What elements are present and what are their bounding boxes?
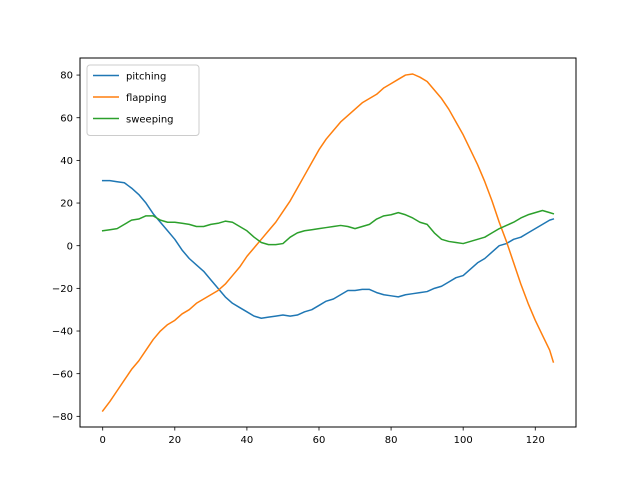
y-tick-label: −60 — [52, 369, 73, 380]
x-axis: 0 20 40 60 80 100 120 — [100, 427, 545, 446]
x-tick-label: 60 — [313, 435, 326, 446]
legend-label-sweeping: sweeping — [126, 114, 174, 125]
series-layer — [101, 73, 555, 413]
series-line-sweeping — [101, 209, 555, 246]
y-tick-label: −80 — [52, 412, 73, 423]
y-tick-label: 80 — [60, 71, 73, 82]
plot-frame — [79, 57, 577, 428]
x-tick-label: 80 — [385, 435, 398, 446]
y-tick-label: 20 — [60, 199, 73, 210]
series-line-flapping — [101, 73, 555, 413]
legend: pitching flapping sweeping — [86, 64, 200, 136]
y-tick-label: 40 — [60, 156, 73, 167]
y-tick-label: −20 — [52, 284, 73, 295]
y-axis: −80 −60 −40 −20 0 20 40 60 80 — [52, 71, 80, 423]
legend-label-flapping: flapping — [126, 93, 167, 104]
x-tick-label: 0 — [100, 435, 106, 446]
series-line-pitching — [101, 179, 555, 319]
x-tick-label: 120 — [526, 435, 545, 446]
y-tick-label: 60 — [60, 113, 73, 124]
x-tick-label: 40 — [241, 435, 254, 446]
y-tick-label: 0 — [67, 241, 73, 252]
legend-label-pitching: pitching — [126, 71, 166, 82]
x-tick-label: 100 — [454, 435, 473, 446]
y-tick-label: −40 — [52, 327, 73, 338]
x-tick-label: 20 — [168, 435, 181, 446]
